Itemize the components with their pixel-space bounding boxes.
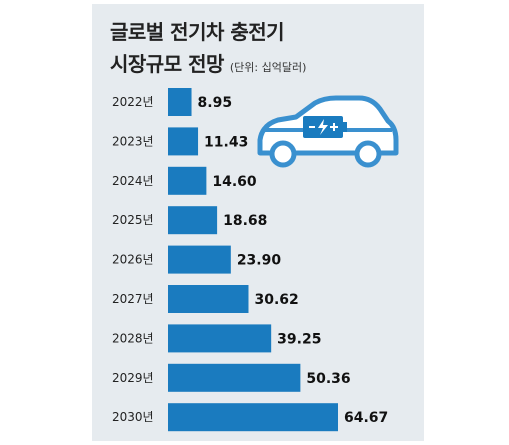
value-label: 50.36 — [306, 371, 350, 387]
value-label: 8.95 — [198, 95, 233, 111]
year-label: 2030년 — [112, 410, 154, 424]
battery-icon — [303, 116, 347, 138]
chart-title-line-2-text: 시장규모 전망 — [110, 52, 224, 76]
year-label: 2022년 — [112, 95, 154, 109]
bar — [168, 166, 207, 195]
value-label: 14.60 — [212, 174, 257, 190]
chart-title-line-1: 글로벌 전기차 충전기 — [110, 20, 285, 44]
year-label: 2026년 — [112, 253, 154, 267]
electric-car-icon — [257, 95, 399, 168]
year-label: 2025년 — [112, 213, 154, 227]
value-label: 18.68 — [223, 213, 267, 229]
year-label: 2028년 — [112, 331, 154, 345]
bar — [168, 245, 231, 274]
value-label: 11.43 — [204, 134, 248, 150]
bar — [168, 88, 192, 116]
chart-panel: 글로벌 전기차 충전기 시장규모 전망 (단위: 십억달러) 2022년 8.95 2… — [92, 4, 424, 441]
value-label: 39.25 — [277, 331, 321, 347]
unit-note: (단위: 십억달러) — [229, 61, 307, 74]
bar-group: 2022년 8.95 2023년 11.43 2024년 14.60 2025년 18.68 2… — [112, 88, 388, 432]
bar — [168, 363, 301, 392]
bar — [168, 403, 338, 432]
value-label: 23.90 — [237, 253, 282, 269]
year-label: 2029년 — [112, 371, 154, 385]
bar-chart: 2022년 8.95 2023년 11.43 2024년 14.60 2025년 18.68 2… — [112, 88, 399, 432]
year-label: 2023년 — [112, 134, 154, 148]
year-label: 2027년 — [112, 292, 154, 306]
year-label: 2024년 — [112, 174, 154, 188]
bar — [168, 324, 272, 353]
value-label: 64.67 — [344, 410, 388, 426]
value-label: 30.62 — [254, 292, 298, 308]
chart-title-line-2: 시장규모 전망 (단위: 십억달러) — [110, 48, 306, 77]
bar — [168, 285, 249, 313]
bar — [168, 127, 199, 156]
bar — [168, 206, 218, 235]
